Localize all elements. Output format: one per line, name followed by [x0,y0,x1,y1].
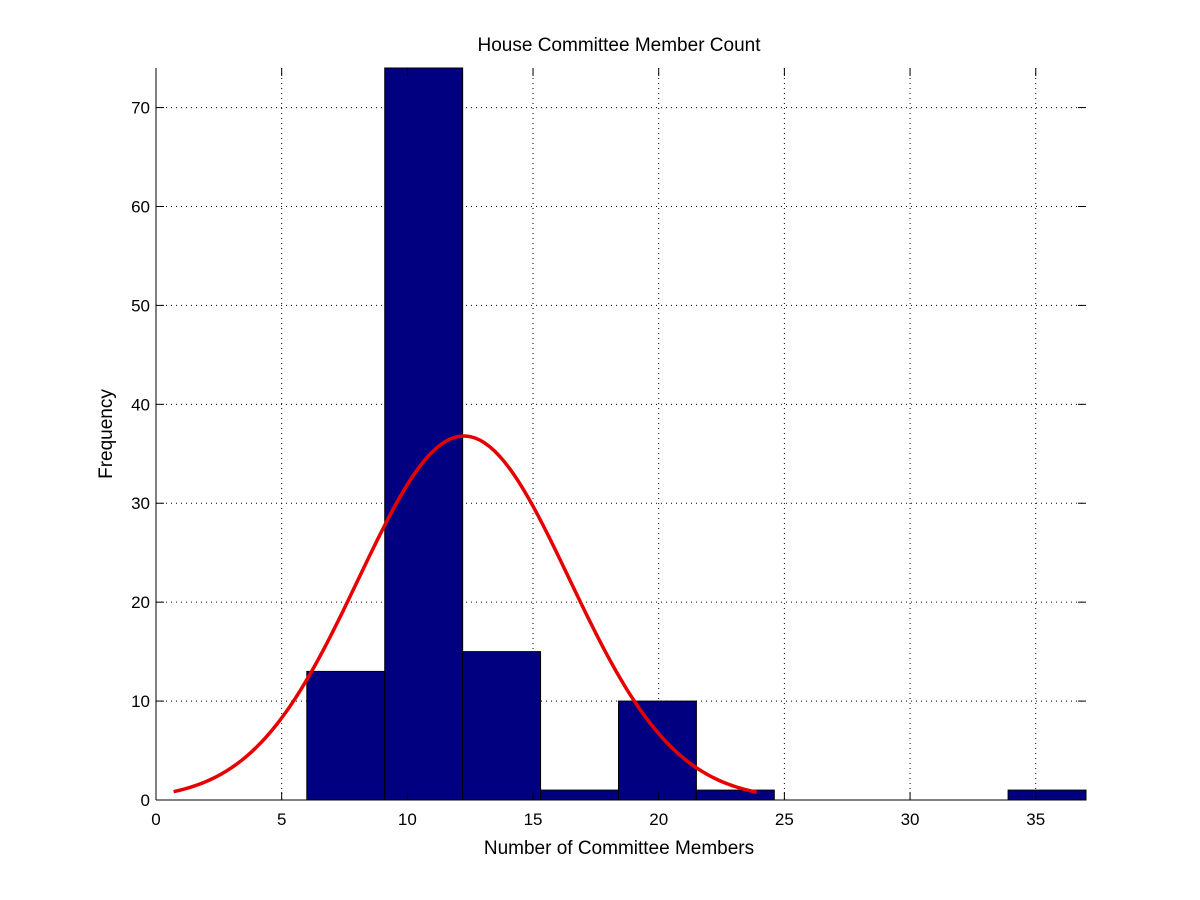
histogram-bar [462,651,542,801]
fit-curve [173,434,758,794]
histogram-bars [306,67,1087,801]
grid-lines [156,68,1086,800]
y-tick-label: 30 [131,494,150,513]
x-tick-labels: 0 5 10 15 20 25 30 35 [151,810,1045,829]
x-tick-label: 30 [901,810,920,829]
histogram-bar [1007,789,1087,801]
x-tick-label: 20 [649,810,668,829]
x-tick-label: 25 [775,810,794,829]
fit-curve-layer [173,434,758,794]
y-tick-label: 20 [131,593,150,612]
histogram-bar [695,789,775,801]
histogram-bar [306,670,386,801]
y-tick-label: 70 [131,99,150,118]
x-tick-label: 15 [524,810,543,829]
chart-title: House Committee Member Count [478,35,762,56]
y-tick-label: 50 [131,296,150,315]
y-tick-label: 40 [131,395,150,414]
y-tick-label: 0 [141,791,150,810]
x-axis-label: Number of Committee Members [484,838,754,859]
y-tick-labels: 0 10 20 30 40 50 60 70 [131,99,150,810]
y-tick-label: 60 [131,197,150,216]
histogram-bar [617,700,697,801]
axes [155,68,1086,801]
x-tick-label: 0 [151,810,160,829]
histogram-bar [384,67,464,801]
y-tick-label: 10 [131,692,150,711]
x-tick-label: 5 [277,810,286,829]
x-tick-label: 35 [1026,810,1045,829]
x-tick-label: 10 [398,810,417,829]
y-axis-label: Frequency [96,389,117,479]
histogram-bar [540,789,619,801]
